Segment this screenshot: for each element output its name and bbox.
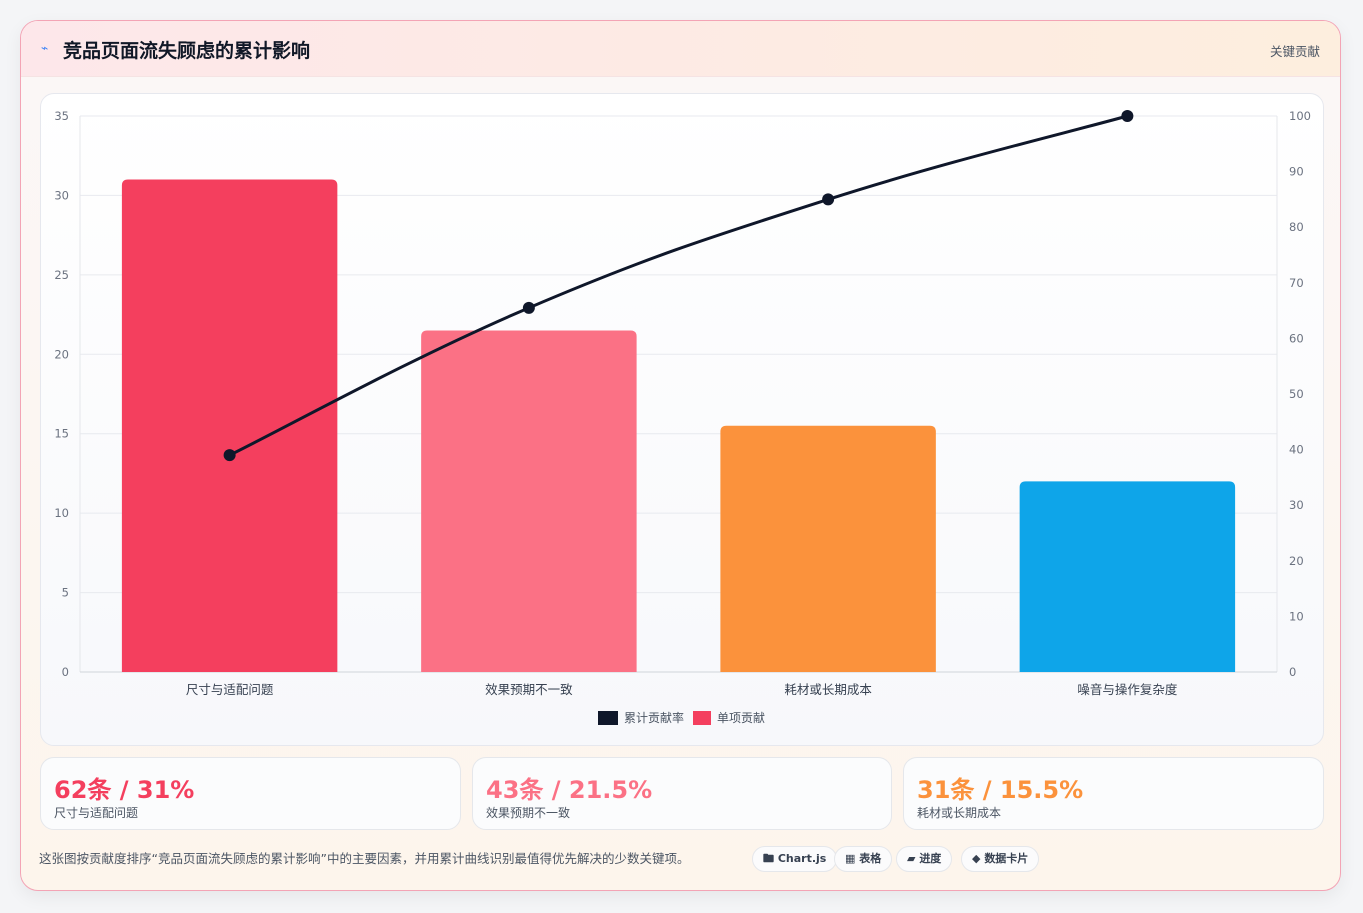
tag-data-card[interactable]: ◆ 数据卡片: [961, 846, 1040, 872]
y-left-tick-label: 30: [54, 188, 69, 202]
cumulative-line: [228, 114, 1128, 457]
y-left-tick-label: 25: [54, 268, 69, 282]
y-right-tick-label: 100: [1289, 109, 1311, 123]
y-left-tick-label: 5: [62, 586, 69, 600]
y-left-tick-label: 35: [54, 109, 69, 123]
bar: [1019, 481, 1236, 672]
legend-swatch-cumulative: [598, 711, 618, 725]
lightning-icon: ⌁: [41, 41, 49, 55]
stat-label: 耗材或长期成本: [917, 806, 1002, 820]
stat-value: 31条 / 15.5%: [917, 776, 1084, 804]
key-contribution-badge: 关键贡献: [1269, 44, 1320, 59]
bar: [421, 330, 637, 672]
legend-label-single: 单项贡献: [717, 710, 765, 725]
tag-progress[interactable]: ▰ 进度: [896, 846, 953, 872]
line-point: [522, 301, 535, 314]
stat-value: 62条 / 31%: [54, 776, 195, 804]
progress-icon: ▰: [907, 852, 916, 865]
y-right-tick-label: 20: [1289, 554, 1304, 568]
bar: [121, 179, 338, 672]
tag-label: 进度: [919, 852, 942, 865]
table-icon: ▦: [845, 852, 856, 865]
y-right-tick-label: 10: [1289, 609, 1304, 623]
tag-label: 表格: [859, 852, 882, 865]
chart-panel: 0 5 10 15 20 25 30 35 0 10 20 30 40 50 60 70 80 90 100 尺寸与适…: [40, 93, 1324, 746]
bar: [720, 425, 936, 672]
y-left-tick-label: 10: [54, 506, 69, 520]
y-right-tick-label: 90: [1289, 165, 1304, 179]
tag-label: Chart.js: [777, 852, 827, 865]
y-right-tick-label: 0: [1289, 665, 1296, 679]
stat-label: 尺寸与适配问题: [54, 806, 139, 820]
x-tick-label: 效果预期不一致: [485, 682, 573, 697]
y-right-tick-label: 30: [1289, 498, 1304, 512]
x-tick-label: 尺寸与适配问题: [186, 682, 274, 697]
legend-swatch-single: [693, 711, 711, 725]
line-point: [1121, 110, 1134, 122]
card-title: 竞品页面流失顾虑的累计影响: [63, 40, 311, 62]
card-icon: ◆: [972, 852, 981, 865]
stat-card-3: 31条 / 15.5% 耗材或长期成本: [903, 757, 1324, 830]
y-left-tick-label: 20: [54, 347, 69, 361]
stat-card-2: 43条 / 21.5% 效果预期不一致: [472, 757, 892, 830]
y-left-tick-label: 0: [62, 665, 69, 679]
chart-icon: 🖿: [763, 852, 774, 865]
legend-label-cumulative: 累计贡献率: [624, 710, 684, 725]
stat-card-1: 62条 / 31% 尺寸与适配问题: [40, 757, 461, 830]
stat-value: 43条 / 21.5%: [486, 776, 653, 804]
y-left-tick-label: 15: [54, 427, 69, 441]
y-right-tick-label: 80: [1289, 220, 1304, 234]
y-right-tick-label: 50: [1289, 387, 1304, 401]
y-right-tick-label: 70: [1289, 276, 1304, 290]
pareto-chart: 0 5 10 15 20 25 30 35 0 10 20 30 40 50 60 70 80 90 100 尺寸与适…: [54, 109, 1311, 725]
line-point: [822, 193, 835, 206]
tag-chartjs[interactable]: 🖿 Chart.js: [752, 846, 838, 872]
x-tick-label: 耗材或长期成本: [784, 682, 872, 697]
chart-card: ⌁ 竞品页面流失顾虑的累计影响 关键贡献 0 5 10 15 20 25 30 35 0 10 20…: [20, 20, 1341, 891]
chart-footnote: 这张图按贡献度排序“竞品页面流失顾虑的累计影响”中的主要因素，并用累计曲线识别最…: [39, 851, 690, 866]
line-point: [223, 449, 236, 462]
y-right-tick-label: 40: [1289, 443, 1304, 457]
tag-label: 数据卡片: [984, 852, 1029, 865]
tag-table[interactable]: ▦ 表格: [834, 846, 893, 872]
card-header: ⌁ 竞品页面流失顾虑的累计影响 关键贡献: [21, 21, 1340, 77]
stat-label: 效果预期不一致: [486, 806, 571, 820]
y-right-tick-label: 60: [1289, 331, 1304, 345]
x-tick-label: 噪音与操作复杂度: [1077, 682, 1178, 697]
